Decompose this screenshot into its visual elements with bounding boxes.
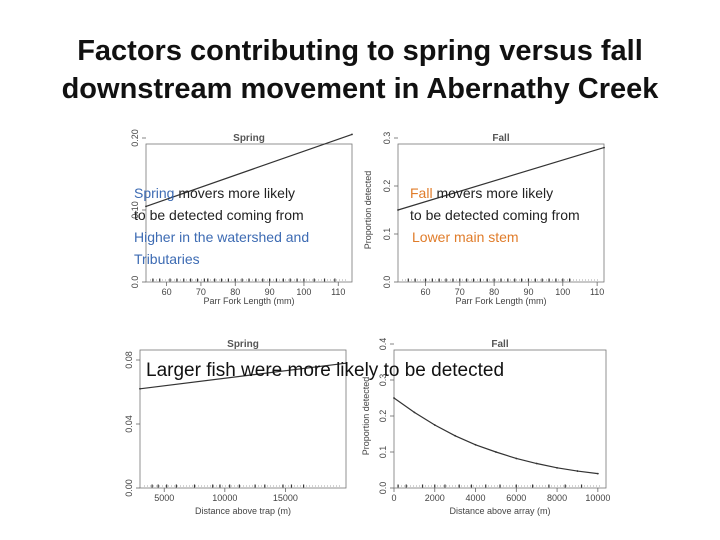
fall-distance-xtick-label-0: 0 bbox=[391, 493, 396, 503]
spring-distance-point-0 bbox=[139, 387, 141, 390]
fall-distance-point-5 bbox=[495, 451, 497, 453]
fall-distance-xtick-label-5: 10000 bbox=[585, 493, 610, 503]
fall-length-xtick-label-0: 60 bbox=[420, 287, 430, 297]
spring-length-svg: Spring 60 70 80 90 100 110 Parr Fork Length (mm… bbox=[130, 129, 353, 306]
spring-length-xtick-label-5: 110 bbox=[331, 287, 345, 297]
spring-length-ytick-label-0: 0.0 bbox=[130, 276, 140, 289]
spring-distance-xtick-label-0: 5000 bbox=[154, 493, 174, 503]
fall-distance-ytick-label-3: 0.3 bbox=[378, 374, 388, 387]
spring-distance-ytick-label-1: 0.04 bbox=[124, 415, 134, 433]
spring-distance-ytick-label-0: 0.00 bbox=[124, 479, 134, 497]
fall-length-ytick-label-1: 0.1 bbox=[382, 228, 392, 241]
spring-distance-point-1 bbox=[345, 362, 347, 365]
slide-title-line2: downstream movement in Abernathy Creek bbox=[61, 73, 659, 105]
fall-length-xtick-label-2: 80 bbox=[489, 287, 499, 297]
fall-length-frame bbox=[397, 143, 605, 283]
spring-length-xtick-label-1: 70 bbox=[196, 287, 206, 297]
fall-annotation-accent: Fall bbox=[410, 185, 433, 201]
spring-distance-series-line bbox=[139, 362, 347, 390]
spring-length-series-line bbox=[145, 133, 353, 207]
spring-length-xlabel: Parr Fork Length (mm) bbox=[203, 296, 294, 306]
fall-distance-point-2 bbox=[433, 424, 436, 426]
fall-distance-ytick-label-0: 0.0 bbox=[378, 482, 388, 495]
spring-distance-xtick-label-2: 15000 bbox=[273, 493, 298, 503]
fall-length-xtick-label-3: 90 bbox=[523, 287, 533, 297]
spring-length-xtick-label-0: 60 bbox=[162, 287, 172, 297]
spring-length-xtick-label-4: 100 bbox=[296, 287, 311, 297]
fall-distance-frame bbox=[393, 349, 607, 489]
fall-distance-svg: Fall 0 2000 4000 6000 8000 10000 Distance above… bbox=[361, 338, 610, 516]
fall-distance-point-6 bbox=[515, 457, 518, 460]
fall-distance-point-3 bbox=[454, 434, 457, 437]
spring-distance-frame bbox=[139, 349, 347, 489]
fall-distance-point-1 bbox=[413, 411, 416, 414]
fall-distance-point-4 bbox=[474, 443, 477, 446]
fall-distance-point-7 bbox=[535, 462, 538, 465]
spring-length-point-1 bbox=[351, 133, 353, 136]
spring-length-ytick-label-1: 0.10 bbox=[130, 201, 140, 219]
fall-length-ytick-label-0: 0.0 bbox=[382, 276, 392, 289]
fall-distance-point-10 bbox=[596, 472, 599, 475]
spring-annotation-line2: to be detected coming from bbox=[134, 207, 304, 223]
spring-length-xtick-label-2: 80 bbox=[230, 287, 240, 297]
spring-annotation-line4: Tributaries bbox=[134, 251, 200, 267]
spring-distance-title: Spring bbox=[227, 339, 259, 350]
fall-length-point-0 bbox=[397, 209, 399, 211]
spring-length-xtick-label-3: 90 bbox=[265, 287, 275, 297]
fall-length-ytick-label-3: 0.3 bbox=[382, 132, 392, 145]
spring-annotation-line1: movers more likely bbox=[174, 185, 296, 201]
spring-length-title: Spring bbox=[233, 133, 265, 144]
fall-distance-xtick-label-4: 8000 bbox=[547, 493, 567, 503]
spring-annotation-line3: Higher in the watershed and bbox=[134, 229, 310, 245]
fall-distance-point-9 bbox=[576, 470, 579, 472]
fall-annotation-line1: movers more likely bbox=[432, 185, 554, 201]
spring-length-frame bbox=[145, 143, 353, 283]
fall-distance-series-line bbox=[393, 397, 598, 475]
spring-annotation-accent: Spring bbox=[134, 185, 175, 201]
fall-length-ytick-label-2: 0.2 bbox=[382, 180, 392, 193]
fall-distance-point-0 bbox=[393, 397, 395, 399]
fall-distance-xlabel: Distance above array (m) bbox=[449, 506, 550, 516]
fall-distance-title: Fall bbox=[491, 339, 508, 350]
fall-length-xtick-label-5: 110 bbox=[590, 287, 604, 297]
slide-title-line1: Factors contributing to spring versus fa… bbox=[77, 35, 643, 67]
fall-length-title: Fall bbox=[492, 133, 509, 144]
fall-distance-chart: Fall 0 2000 4000 6000 8000 10000 Distance above… bbox=[360, 334, 614, 516]
fall-distance-ytick-label-1: 0.1 bbox=[378, 446, 388, 459]
fall-distance-xtick-label-3: 6000 bbox=[506, 493, 526, 503]
fall-length-svg: Fall 60 70 80 90 100 110 Parr Fork Length (mm) 0… bbox=[363, 132, 605, 306]
fall-length-point-1 bbox=[603, 146, 605, 149]
spring-distance-chart: Spring 5000 10000 15000 Distance above trap … bbox=[112, 334, 352, 516]
fall-annotation-line2: to be detected coming from bbox=[410, 207, 580, 223]
fall-length-ylabel: Proportion detected bbox=[363, 171, 373, 250]
fall-length-series-line bbox=[397, 147, 605, 211]
fall-length-xtick-label-1: 70 bbox=[455, 287, 465, 297]
fall-annotation-line3: Lower main stem bbox=[412, 229, 519, 245]
fall-distance-ytick-label-4: 0.4 bbox=[378, 338, 388, 351]
spring-length-chart: Spring 60 70 80 90 100 110 Parr Fork Length (mm… bbox=[118, 128, 358, 306]
spring-distance-svg: Spring 5000 10000 15000 Distance above trap … bbox=[124, 339, 347, 516]
spring-annotation: Spring movers more likely to be detected… bbox=[134, 182, 309, 270]
spring-length-point-0 bbox=[145, 205, 147, 208]
size-caption: Larger fish were more likely to be detec… bbox=[146, 360, 505, 381]
slide-title: Factors contributing to spring versus fa… bbox=[0, 32, 720, 108]
fall-annotation: Fall movers more likely to be detected c… bbox=[410, 182, 580, 248]
fall-length-xtick-label-4: 100 bbox=[555, 287, 570, 297]
spring-distance-xlabel: Distance above trap (m) bbox=[195, 506, 291, 516]
fall-length-xlabel: Parr Fork Length (mm) bbox=[455, 296, 546, 306]
spring-distance-xtick-label-1: 10000 bbox=[212, 493, 237, 503]
fall-distance-xtick-label-2: 4000 bbox=[466, 493, 486, 503]
fall-length-chart: Fall 60 70 80 90 100 110 Parr Fork Length (mm) 0… bbox=[362, 128, 612, 306]
fall-distance-ytick-label-2: 0.2 bbox=[378, 410, 388, 423]
fall-distance-ylabel: Proportion detected bbox=[361, 377, 371, 456]
fall-distance-xtick-label-1: 2000 bbox=[425, 493, 445, 503]
spring-distance-ytick-label-2: 0.08 bbox=[124, 351, 134, 369]
fall-distance-point-8 bbox=[556, 466, 558, 469]
spring-length-ytick-label-2: 0.20 bbox=[130, 129, 140, 147]
